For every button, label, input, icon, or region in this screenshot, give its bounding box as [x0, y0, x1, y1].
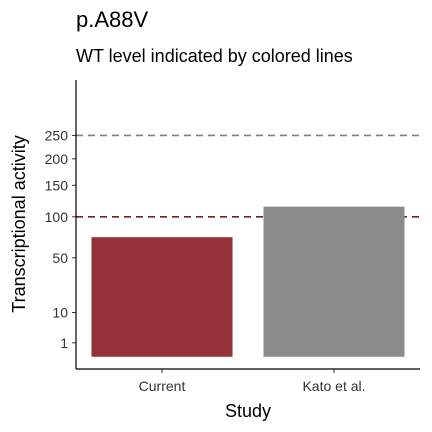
y-axis-title: Transcriptional activity: [9, 135, 29, 312]
bars: [91, 206, 405, 357]
chart-subtitle: WT level indicated by colored lines: [76, 46, 353, 66]
x-tick-label: Kato et al.: [302, 378, 365, 394]
y-tick-label: 150: [45, 177, 69, 193]
chart-title: p.A88V: [76, 7, 148, 32]
y-tick-label: 100: [45, 209, 69, 225]
x-axis-ticks: Current Kato et al.: [139, 369, 366, 394]
y-tick-label: 1: [60, 335, 68, 351]
y-tick-label: 10: [52, 305, 68, 321]
x-tick-label: Current: [139, 378, 186, 394]
y-tick-label: 50: [52, 250, 68, 266]
y-tick-label: 250: [45, 127, 69, 143]
bar-current: [91, 237, 233, 357]
y-axis-ticks: 1 10 50 100 150 200 250: [45, 127, 76, 351]
y-tick-label: 200: [45, 151, 69, 167]
bar-kato-et-al: [263, 206, 405, 357]
x-axis-title: Study: [225, 401, 271, 421]
reference-lines: [76, 134, 420, 218]
